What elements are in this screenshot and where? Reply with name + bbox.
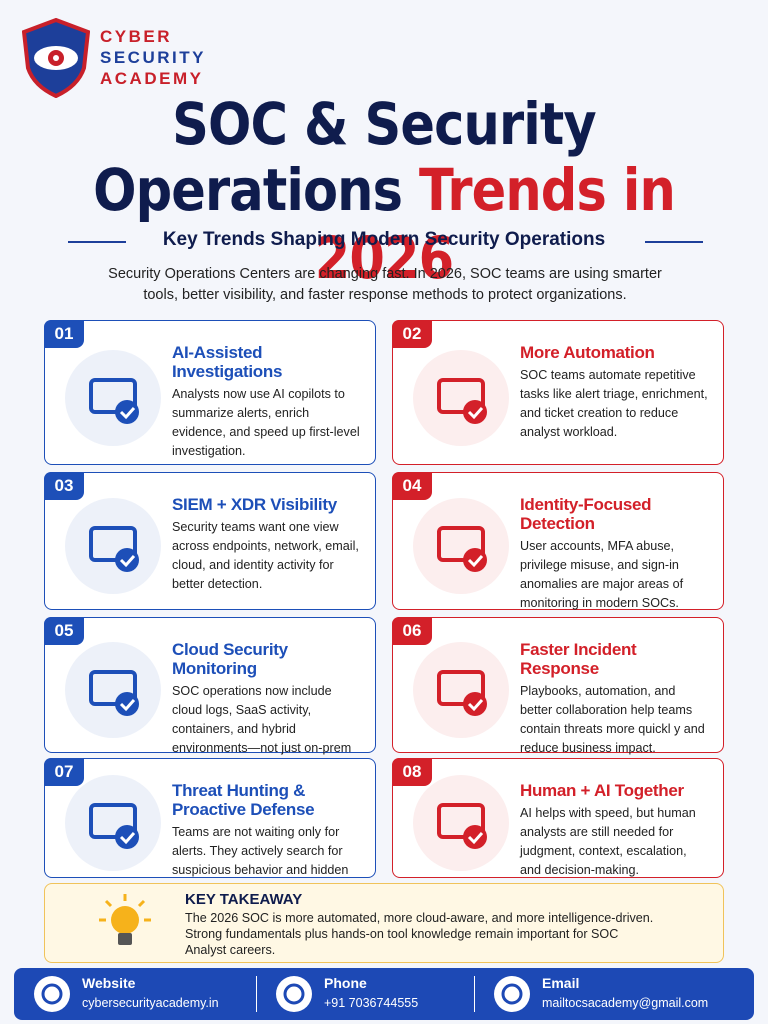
card-icon — [65, 642, 161, 738]
card-text: Playbooks, automation, and better collab… — [520, 684, 705, 755]
card-number: 04 — [392, 472, 432, 500]
title-highlight: Trends in 2026 — [314, 156, 676, 292]
card-title: Threat Hunting & Proactive Defense — [172, 781, 315, 819]
icon-glyph — [89, 670, 139, 716]
card-title: Faster Incident Response — [520, 640, 637, 678]
footer-value: cybersecurityacademy.in — [82, 996, 219, 1010]
card-text: Analysts now use AI copilots to summariz… — [172, 387, 360, 458]
logo-shield — [22, 18, 90, 98]
card: 06 Faster Incident Response Playbooks, aut… — [392, 617, 724, 755]
icon-glyph — [283, 983, 305, 1005]
footer-divider — [256, 976, 257, 1012]
footer-value: +91 7036744555 — [324, 996, 419, 1010]
footer-icon — [276, 976, 312, 1012]
card-icon — [413, 642, 509, 738]
takeaway-text: The 2026 SOC is more automated, more clo… — [185, 911, 654, 957]
footer-label: Email — [542, 975, 580, 991]
card-number: 01 — [44, 320, 84, 348]
card-number: 07 — [44, 758, 84, 786]
icon-glyph — [437, 377, 487, 424]
logo-text: CYBER SECURITY ACADEMY — [100, 26, 206, 89]
card: 07 Threat Hunting & Proactive Defense Team… — [44, 758, 376, 896]
intro: Security Operations Centers are changing… — [108, 266, 662, 303]
logo-line: CYBER — [100, 27, 173, 46]
card: 08 Human + AI Together AI helps with speed… — [392, 758, 724, 878]
card-title: AI-Assisted Investigations — [172, 343, 283, 381]
card: 04 Identity-Focused Detection User account… — [392, 472, 724, 610]
icon-glyph — [41, 983, 63, 1005]
icon-glyph — [501, 983, 523, 1005]
title: SOC & Security — [172, 90, 597, 158]
card-icon — [65, 498, 161, 594]
card: 01 AI-Assisted Investigations Analysts now… — [44, 320, 376, 465]
logo-line: ACADEMY — [100, 69, 204, 88]
footer: Website cybersecurityacademy.in Phone +91 7… — [14, 968, 754, 1020]
footer-value: mailtocsacademy@gmail.com — [542, 996, 709, 1010]
title-part: Operations — [93, 156, 403, 224]
card-icon — [65, 775, 161, 871]
logo-line: SECURITY — [100, 48, 206, 67]
footer-icon — [34, 976, 70, 1012]
card-text: Security teams want one view across endp… — [172, 520, 359, 591]
card-number: 06 — [392, 617, 432, 645]
card-number: 08 — [392, 758, 432, 786]
card-text: AI helps with speed, but human analysts … — [520, 806, 696, 877]
footer-icon — [494, 976, 530, 1012]
subtitle: Key Trends Shaping Modern Security Opera… — [162, 229, 606, 250]
rule — [68, 241, 126, 243]
footer-item[interactable]: Email mailtocsacademy@gmail.com — [494, 968, 734, 1020]
card-title: Cloud Security Monitoring — [172, 640, 288, 678]
bulb-icon — [99, 894, 151, 945]
card: 03 SIEM + XDR Visibility Security teams wa… — [44, 472, 376, 610]
card-icon — [413, 498, 509, 594]
card-number: 05 — [44, 617, 84, 645]
card: 02 More Automation SOC teams automate repe… — [392, 320, 724, 465]
footer-item[interactable]: Website cybersecurityacademy.in — [34, 968, 274, 1020]
title: Operations Trends in 2026 — [46, 156, 722, 292]
footer-label: Website — [82, 975, 136, 991]
icon-glyph — [89, 526, 139, 572]
card-title: Identity-Focused Detection — [520, 495, 652, 533]
footer-label: Phone — [324, 975, 367, 991]
icon-glyph — [437, 670, 487, 716]
footer-item[interactable]: Phone +91 7036744555 — [276, 968, 516, 1020]
card-title: More Automation — [520, 343, 655, 362]
card-title: SIEM + XDR Visibility — [172, 495, 337, 514]
takeaway-title: KEY TAKEAWAY — [185, 891, 303, 908]
rule — [645, 241, 703, 243]
card-text: User accounts, MFA abuse, privilege misu… — [520, 539, 684, 610]
card-icon — [65, 349, 161, 446]
footer-divider — [474, 976, 475, 1012]
card-text: SOC teams automate repetitive tasks like… — [520, 368, 708, 439]
card-number: 03 — [44, 472, 84, 500]
card-number: 02 — [392, 320, 432, 348]
icon-glyph — [89, 803, 139, 849]
icon-glyph — [437, 526, 487, 572]
card-title: Human + AI Together — [520, 781, 684, 800]
icon-glyph — [89, 377, 139, 424]
card-icon — [413, 775, 509, 871]
card-icon — [413, 349, 509, 446]
card: 05 Cloud Security Monitoring SOC operation… — [44, 617, 376, 774]
takeaway: KEY TAKEAWAY The 2026 SOC is more automa… — [44, 883, 724, 963]
icon-glyph — [437, 803, 487, 849]
card-text: Teams are not waiting only for alerts. T… — [172, 825, 349, 896]
